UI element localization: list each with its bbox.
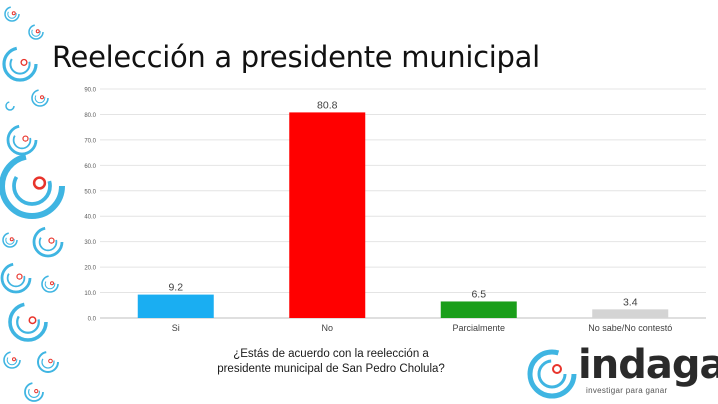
circle-icon: [38, 232, 58, 252]
x-tick-label: Si: [172, 323, 180, 333]
circle-icon: [11, 11, 16, 16]
y-axis-ticks: 0.0 10.0 20.0 30.0 40.0 50.0 60.0 70.0 80.0 90.0: [84, 88, 96, 323]
circle-icon: [12, 130, 32, 150]
circle-icon: [5, 101, 15, 111]
value-label: 9.2: [168, 282, 183, 294]
logo-word: indaga: [578, 342, 718, 388]
bar-2: [440, 301, 517, 318]
bar-1: [289, 112, 366, 318]
circle-icon: [32, 226, 64, 258]
value-label: 3.4: [623, 296, 638, 308]
logo-swirl-icon: [527, 349, 577, 399]
circle-icon: [41, 355, 55, 369]
circle-icon: [34, 388, 39, 394]
bar-0: [137, 294, 214, 318]
x-axis-ticks: Si No Parcialmente No sabe/No contestó: [172, 323, 673, 333]
circle-icon: [28, 386, 40, 398]
circle-icon: [0, 262, 32, 294]
circle-icon: [44, 278, 56, 290]
x-tick-label: No: [321, 323, 333, 333]
circle-icon: [40, 95, 44, 100]
circle-icon: [12, 357, 16, 362]
circle-icon: [50, 281, 54, 286]
y-tick-label: 80.0: [84, 113, 96, 119]
y-tick-label: 50.0: [84, 189, 96, 195]
circle-icon: [0, 153, 65, 219]
y-tick-label: 90.0: [84, 88, 96, 94]
x-axis-label: ¿Estás de acuerdo con la reelección a pr…: [217, 348, 445, 375]
y-tick-label: 40.0: [84, 215, 96, 221]
value-labels: 9.2 80.8 6.5 3.4: [168, 99, 637, 308]
circle-icon: [5, 235, 15, 245]
circle-icon: [28, 24, 44, 40]
value-label: 80.8: [317, 99, 338, 111]
indaga-logo: indaga investigar para ganar: [526, 342, 718, 400]
x-tick-label: No sabe/No contestó: [588, 323, 672, 333]
circle-icon: [9, 53, 31, 75]
y-tick-label: 30.0: [84, 240, 96, 246]
circle-icon: [3, 351, 21, 369]
circle-icon: [31, 27, 41, 37]
y-tick-label: 0.0: [88, 317, 97, 323]
circle-icon: [6, 268, 26, 288]
circle-icon: [32, 176, 47, 190]
y-tick-label: 60.0: [84, 164, 96, 170]
circle-icon: [28, 316, 37, 325]
y-tick-label: 70.0: [84, 138, 96, 144]
circle-icon: [16, 273, 23, 280]
circle-icon: [34, 92, 46, 104]
circle-icon: [31, 89, 49, 107]
x-tick-label: Parcialmente: [452, 323, 505, 333]
bar-3: [592, 309, 669, 318]
circle-icon: [12, 166, 52, 206]
circle-icon: [24, 382, 44, 402]
circle-icon: [35, 29, 40, 34]
circle-icon: [48, 358, 53, 364]
y-tick-label: 20.0: [84, 266, 96, 272]
circle-icon: [41, 275, 59, 293]
circle-icon: [6, 124, 38, 156]
logo-tagline: investigar para ganar: [586, 386, 668, 395]
y-tick-label: 10.0: [84, 291, 96, 297]
circle-icon: [9, 237, 14, 242]
circle-icon: [2, 46, 38, 82]
circle-icon: [2, 232, 18, 248]
circle-icon: [48, 237, 55, 244]
decorative-circles: [0, 6, 65, 402]
circle-icon: [20, 58, 28, 66]
circle-icon: [22, 135, 29, 142]
bars: [137, 112, 669, 318]
gridlines: [100, 88, 706, 319]
circle-icon: [7, 9, 17, 19]
circle-icon: [16, 310, 40, 334]
chart-title: Reelección a presidente municipal: [52, 40, 540, 74]
value-label: 6.5: [471, 288, 486, 300]
circle-icon: [37, 351, 59, 373]
circle-icon: [8, 302, 48, 342]
circle-icon: [4, 6, 20, 22]
circle-icon: [6, 354, 18, 366]
